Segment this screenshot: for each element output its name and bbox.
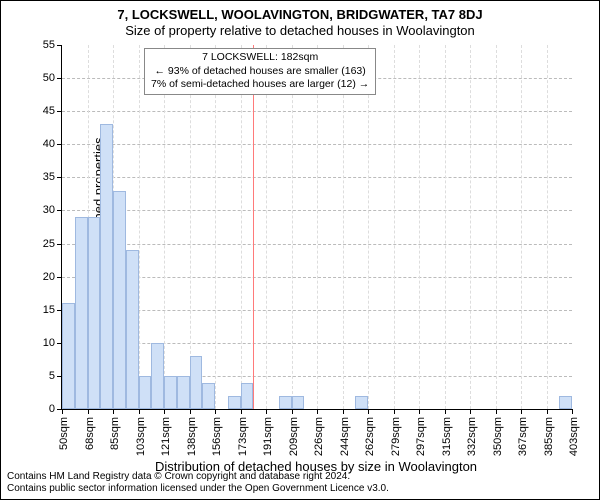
footer-line-1: Contains HM Land Registry data © Crown c…	[7, 471, 389, 483]
x-tick-label: 68sqm	[84, 417, 96, 450]
histogram-bar	[75, 217, 88, 409]
y-tick-label: 55	[15, 39, 55, 51]
y-tick-label: 50	[15, 72, 55, 84]
chart-container: 7, LOCKSWELL, WOOLAVINGTON, BRIDGWATER, …	[0, 0, 600, 500]
x-tick-label: 138sqm	[186, 417, 198, 456]
y-tick-label: 40	[15, 138, 55, 150]
attribution-footer: Contains HM Land Registry data © Crown c…	[7, 471, 389, 495]
x-tick-label: 262sqm	[364, 417, 376, 456]
x-tick-label: 50sqm	[58, 417, 70, 450]
histogram-bar	[190, 356, 203, 409]
footer-line-2: Contains public sector information licen…	[7, 483, 389, 495]
histogram-bar	[62, 303, 75, 409]
plot-area: 7 LOCKSWELL: 182sqm← 93% of detached hou…	[61, 45, 572, 410]
histogram-bar	[241, 383, 254, 409]
y-tick-label: 10	[15, 337, 55, 349]
chart-subtitle: Size of property relative to detached ho…	[1, 23, 599, 38]
y-tick-label: 0	[15, 403, 55, 415]
histogram-bar	[139, 376, 152, 409]
histogram-bar	[126, 250, 139, 409]
y-tick-label: 30	[15, 204, 55, 216]
histogram-bar	[88, 217, 101, 409]
histogram-bar	[100, 124, 113, 409]
annotation-line: 7 LOCKSWELL: 182sqm	[151, 51, 369, 65]
histogram-bar	[164, 376, 177, 409]
histogram-bar	[559, 396, 572, 409]
x-tick-label: 121sqm	[160, 417, 172, 456]
histogram-bar	[113, 191, 126, 409]
y-tick-label: 5	[15, 370, 55, 382]
x-tick-label: 350sqm	[492, 417, 504, 456]
x-tick-label: 244sqm	[339, 417, 351, 456]
y-tick-label: 15	[15, 304, 55, 316]
y-tick-label: 45	[15, 105, 55, 117]
x-tick-label: 385sqm	[543, 417, 555, 456]
x-tick-label: 173sqm	[237, 417, 249, 456]
x-tick-label: 103sqm	[135, 417, 147, 456]
histogram-bar	[177, 376, 190, 409]
histogram-bar	[355, 396, 368, 409]
histogram-bar	[151, 343, 164, 409]
y-tick-label: 20	[15, 271, 55, 283]
x-tick-label: 209sqm	[288, 417, 300, 456]
annotation-line: 7% of semi-detached houses are larger (1…	[151, 78, 369, 92]
y-tick-label: 25	[15, 238, 55, 250]
x-tick-label: 156sqm	[211, 417, 223, 456]
annotation-line: ← 93% of detached houses are smaller (16…	[151, 65, 369, 79]
x-tick-label: 279sqm	[390, 417, 402, 456]
histogram-bar	[202, 383, 215, 409]
x-tick-label: 315sqm	[441, 417, 453, 456]
x-tick-label: 191sqm	[262, 417, 274, 456]
x-tick-label: 226sqm	[313, 417, 325, 456]
y-tick-label: 35	[15, 171, 55, 183]
x-tick-label: 332sqm	[466, 417, 478, 456]
histogram-bar	[228, 396, 241, 409]
address-title: 7, LOCKSWELL, WOOLAVINGTON, BRIDGWATER, …	[1, 7, 599, 22]
property-marker-line	[253, 45, 254, 409]
annotation-box: 7 LOCKSWELL: 182sqm← 93% of detached hou…	[144, 48, 376, 95]
histogram-bar	[292, 396, 305, 409]
x-tick-label: 297sqm	[415, 417, 427, 456]
x-tick-label: 367sqm	[517, 417, 529, 456]
histogram-bar	[279, 396, 292, 409]
x-tick-label: 403sqm	[568, 417, 580, 456]
x-tick-label: 85sqm	[109, 417, 121, 450]
